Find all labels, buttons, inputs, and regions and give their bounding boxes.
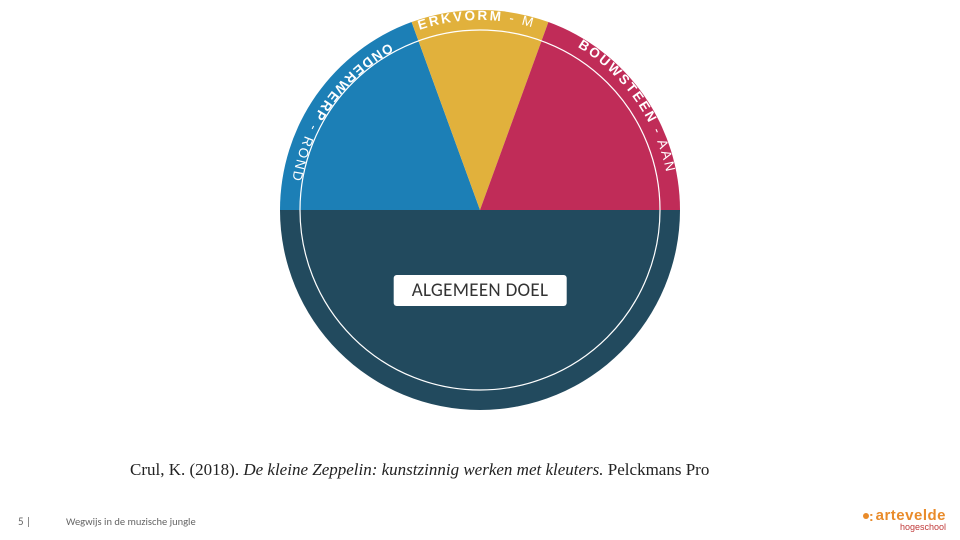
logo-sub-text: hogeschool	[900, 522, 946, 532]
citation-publisher: Pelckmans Pro	[604, 460, 710, 479]
slide: ONDERWERP - RONDWERKVORM - METBOUWSTEEN …	[0, 0, 960, 540]
brand-logo: : artevelde hogeschool	[863, 507, 946, 532]
pie-svg: ONDERWERP - RONDWERKVORM - METBOUWSTEEN …	[270, 0, 690, 420]
footer-title: Wegwijs in de muzische jungle	[66, 515, 196, 528]
citation-author: Crul, K. (2018).	[130, 460, 243, 479]
citation-title: De kleine Zeppelin: kunstzinnig werken m…	[243, 460, 603, 479]
citation: Crul, K. (2018). De kleine Zeppelin: kun…	[130, 460, 709, 480]
logo-colon-icon: :	[869, 508, 874, 524]
pie-slice	[280, 210, 680, 410]
center-label: ALGEMEEN DOEL	[394, 275, 567, 306]
page-number: 5 |	[18, 515, 31, 528]
footer: 5 | Wegwijs in de muzische jungle : arte…	[0, 500, 960, 540]
pie-chart: ONDERWERP - RONDWERKVORM - METBOUWSTEEN …	[270, 0, 690, 420]
